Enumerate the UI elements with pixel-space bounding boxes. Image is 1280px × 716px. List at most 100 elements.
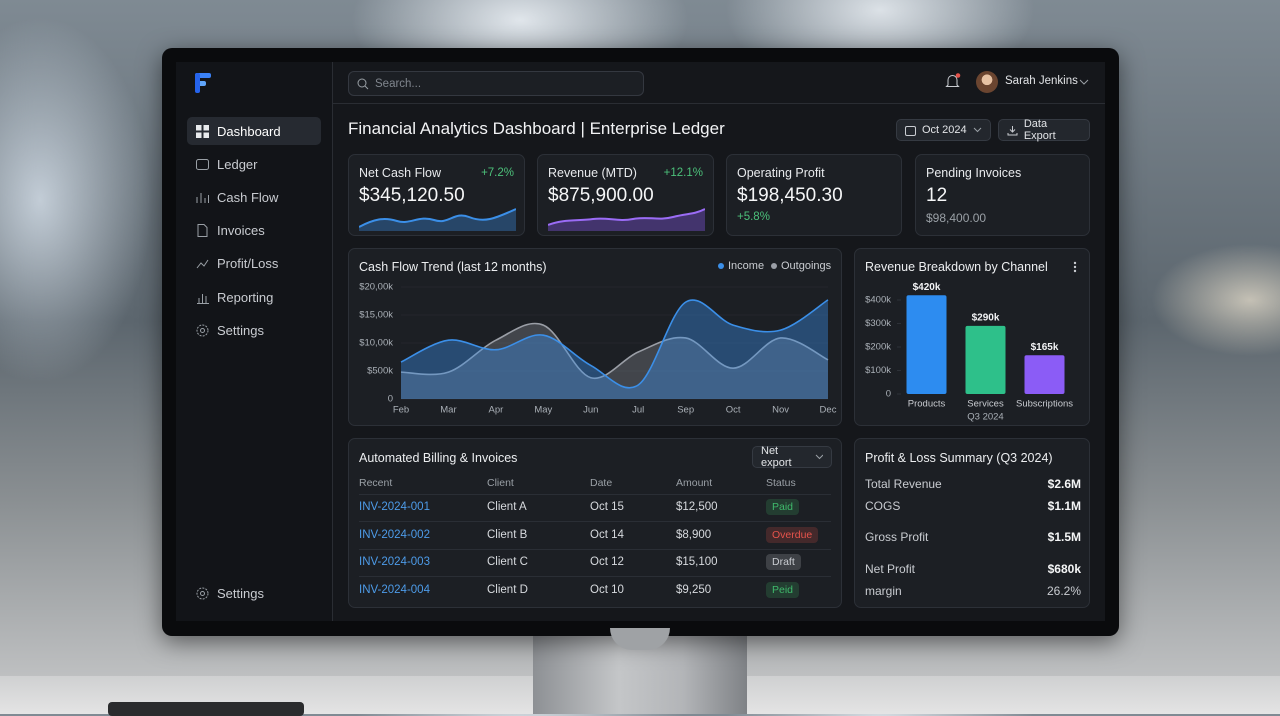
panel-title: Automated Billing & Invoices bbox=[359, 451, 518, 465]
nav-item[interactable]: Reporting bbox=[187, 283, 321, 311]
kpi-card: Pending Invoices 12 $98,400.00 bbox=[915, 154, 1090, 236]
menu-icon[interactable] bbox=[1073, 261, 1077, 273]
pnl-row: COGS $1.1M bbox=[865, 499, 1081, 513]
nav-item[interactable]: Profit/Loss bbox=[187, 249, 321, 277]
legend-label: Income bbox=[728, 260, 764, 272]
legend-swatch bbox=[771, 263, 777, 269]
revenue-panel: Revenue Breakdown by Channel bbox=[854, 248, 1090, 426]
nav-label: Settings bbox=[217, 322, 264, 338]
kpi-sub: $98,400.00 bbox=[926, 211, 987, 225]
kpi-change: +12.1% bbox=[663, 167, 703, 179]
row-divider bbox=[359, 548, 831, 550]
nav-item[interactable]: Cash Flow bbox=[187, 183, 321, 211]
table-cell: Client B bbox=[487, 528, 528, 541]
x-tick-label: May bbox=[534, 405, 552, 416]
y-tick-label: 0 bbox=[886, 389, 891, 400]
bar bbox=[965, 325, 1006, 394]
kpi-card: Revenue (MTD) +12.1% $875,900.00 bbox=[537, 154, 714, 236]
billing-panel: Automated Billing & Invoices Net export … bbox=[348, 438, 842, 608]
pnl-label: COGS bbox=[865, 499, 901, 513]
notification-bell[interactable] bbox=[945, 73, 961, 90]
nav-item[interactable]: Settings bbox=[187, 579, 321, 607]
table-cell: $12,500 bbox=[676, 501, 718, 513]
kpi-value: 12 bbox=[926, 185, 948, 206]
nav-label: Reporting bbox=[217, 289, 274, 305]
table-cell: $15,100 bbox=[676, 556, 718, 568]
kpi-change: +5.8% bbox=[737, 211, 770, 223]
x-tick-label: Products bbox=[908, 399, 946, 410]
pnl-value: $1.5M bbox=[1047, 530, 1081, 544]
search-placeholder: Search... bbox=[375, 77, 422, 90]
status-pill: Overdue bbox=[766, 526, 819, 543]
monitor-neck bbox=[610, 628, 670, 650]
x-tick-label: Services bbox=[967, 399, 1004, 410]
y-tick-label: 0 bbox=[388, 394, 393, 405]
kpi-card: Net Cash Flow +7.2% $345,120.50 bbox=[348, 154, 525, 236]
export-label: Data Export bbox=[1023, 118, 1056, 142]
table-cell: $9,250 bbox=[676, 583, 712, 596]
kpi-change: +7.2% bbox=[481, 167, 514, 179]
nav-label: Ledger bbox=[217, 156, 258, 172]
y-tick-label: $10,00k bbox=[359, 338, 393, 349]
pnl-panel: Profit & Loss Summary (Q3 2024) Total Re… bbox=[854, 438, 1090, 608]
x-tick-label: Oct bbox=[726, 405, 741, 416]
sparkline bbox=[359, 208, 516, 231]
invoice-id: INV-2024-002 bbox=[359, 528, 430, 541]
pnl-row: Net Profit $680k bbox=[865, 562, 1081, 576]
pnl-value: $1.1M bbox=[1047, 499, 1081, 513]
value-label: $420k bbox=[913, 282, 941, 293]
kpi-label: Operating Profit bbox=[737, 166, 825, 180]
pnl-row: margin 26.2% bbox=[865, 584, 1081, 598]
column-header: Date bbox=[590, 477, 613, 489]
x-tick-label: Sep bbox=[677, 405, 694, 416]
value-label: $290k bbox=[972, 312, 1000, 323]
status-pill: Peid bbox=[766, 581, 800, 598]
column-header: Client bbox=[487, 477, 514, 489]
pnl-value: $680k bbox=[1047, 562, 1081, 576]
nav-label: Cash Flow bbox=[217, 189, 279, 205]
x-tick-label: Jun bbox=[583, 405, 598, 416]
sparkline bbox=[548, 208, 705, 231]
line bbox=[400, 299, 829, 389]
area bbox=[401, 323, 828, 399]
pnl-row: Total Revenue $2.6M bbox=[865, 477, 1081, 491]
export-dropdown[interactable]: Net export bbox=[752, 445, 832, 469]
status-pill: Draft bbox=[766, 554, 801, 570]
column-header: Status bbox=[766, 477, 796, 489]
nav-label: Settings bbox=[217, 585, 264, 601]
bar bbox=[906, 295, 947, 394]
row-divider bbox=[359, 576, 831, 577]
kpi-value: $345,120.50 bbox=[359, 185, 465, 206]
invoice-id: INV-2024-001 bbox=[359, 501, 430, 513]
export-label: Net export bbox=[761, 445, 792, 469]
nav-item[interactable]: Settings bbox=[187, 316, 321, 344]
nav-item[interactable]: Dashboard bbox=[187, 117, 321, 145]
y-tick-label: $400k bbox=[865, 295, 891, 306]
nav-item[interactable]: Ledger bbox=[187, 150, 321, 178]
x-tick-label: Subscriptions bbox=[1016, 399, 1073, 410]
bar bbox=[1024, 355, 1065, 394]
pnl-label: margin bbox=[865, 584, 902, 598]
avatar[interactable] bbox=[976, 71, 998, 93]
export-button[interactable]: Data Export bbox=[998, 118, 1090, 142]
logo bbox=[195, 73, 211, 93]
pnl-label: Gross Profit bbox=[865, 530, 929, 544]
row-divider bbox=[359, 494, 831, 495]
pnl-value: 26.2% bbox=[1046, 584, 1081, 598]
nav-item[interactable]: Invoices bbox=[187, 216, 321, 244]
x-tick-label: Dec bbox=[820, 405, 837, 416]
column-header: Recent bbox=[359, 477, 393, 489]
period-picker[interactable]: Oct 2024 bbox=[896, 119, 991, 141]
x-axis-label: Q3 2024 bbox=[967, 412, 1003, 423]
x-tick-label: Feb bbox=[393, 405, 409, 416]
y-tick-label: $200k bbox=[865, 342, 891, 353]
table-cell: Oct 14 bbox=[590, 528, 624, 541]
user-name[interactable]: Sarah Jenkins bbox=[1005, 75, 1078, 87]
kpi-card: Operating Profit $198,450.30 +5.8% bbox=[726, 154, 902, 236]
x-tick-label: Apr bbox=[488, 405, 503, 416]
chevron bbox=[1079, 79, 1089, 85]
value-label: $165k bbox=[1031, 342, 1059, 353]
search-box[interactable]: Search... bbox=[348, 71, 644, 96]
